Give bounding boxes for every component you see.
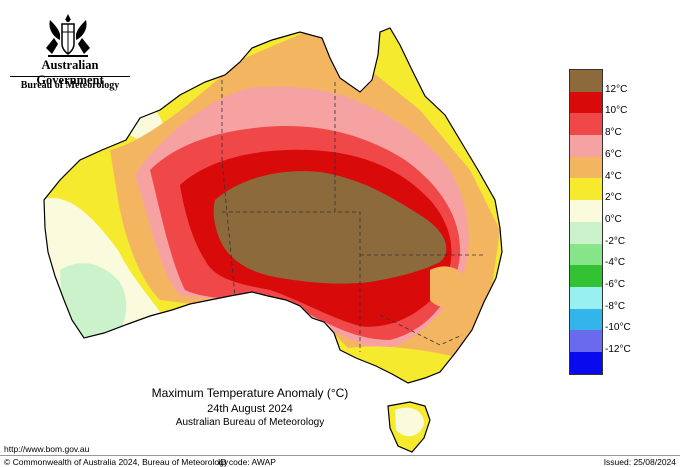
tasmania-coastline: [387, 401, 431, 453]
legend-swatch: [570, 178, 602, 201]
map-title: Maximum Temperature Anomaly (°C): [151, 386, 349, 400]
legend-swatch: [570, 308, 602, 331]
legend-label: 6°C: [605, 148, 622, 160]
header-divider: [10, 76, 130, 77]
legend-label: -12°C: [605, 344, 631, 356]
state-borders: [221, 80, 485, 352]
footer-divider: [0, 455, 680, 456]
legend-swatch: [570, 243, 602, 266]
legend-label: 4°C: [605, 170, 622, 182]
legend-swatch: [570, 330, 602, 352]
legend-label: 2°C: [605, 192, 622, 204]
legend-swatch: [570, 135, 602, 157]
copyright-text: © Commonwealth of Australia 2024, Bureau…: [4, 457, 229, 467]
issued-date: Issued: 25/08/2024: [603, 457, 676, 467]
legend-label: 12°C: [605, 83, 628, 95]
legend-swatch: [570, 70, 602, 92]
mainland-coastline: [43, 27, 503, 384]
legend-label: 0°C: [605, 213, 622, 225]
bureau-name: Bureau of Meteorology: [20, 80, 120, 91]
map-date: 24th August 2024: [207, 403, 293, 415]
legend-label: 10°C: [605, 105, 628, 117]
legend-swatch: [570, 156, 602, 179]
id-code-text: ID code: AWAP: [218, 457, 276, 467]
legend-swatch: [570, 286, 602, 309]
legend-swatch: [570, 91, 602, 114]
map-source: Australian Bureau of Meteorology: [175, 417, 325, 428]
legend-label: -10°C: [605, 322, 631, 334]
legend-label: 8°C: [605, 127, 622, 139]
map-title-block: Maximum Temperature Anomaly (°C) 24th Au…: [100, 386, 400, 428]
legend-swatch: [570, 351, 602, 374]
coat-of-arms-icon: [46, 14, 90, 57]
legend-swatch: [570, 113, 602, 136]
color-legend: [569, 69, 603, 375]
website-link[interactable]: http://www.bom.gov.au: [4, 444, 90, 454]
legend-label: -6°C: [605, 279, 626, 290]
legend-label: -2°C: [605, 235, 626, 247]
legend-label: -4°C: [605, 257, 626, 269]
legend-swatch: [570, 265, 602, 287]
legend-label: -8°C: [605, 300, 626, 312]
legend-swatch: [570, 221, 602, 244]
legend-swatch: [570, 200, 602, 222]
